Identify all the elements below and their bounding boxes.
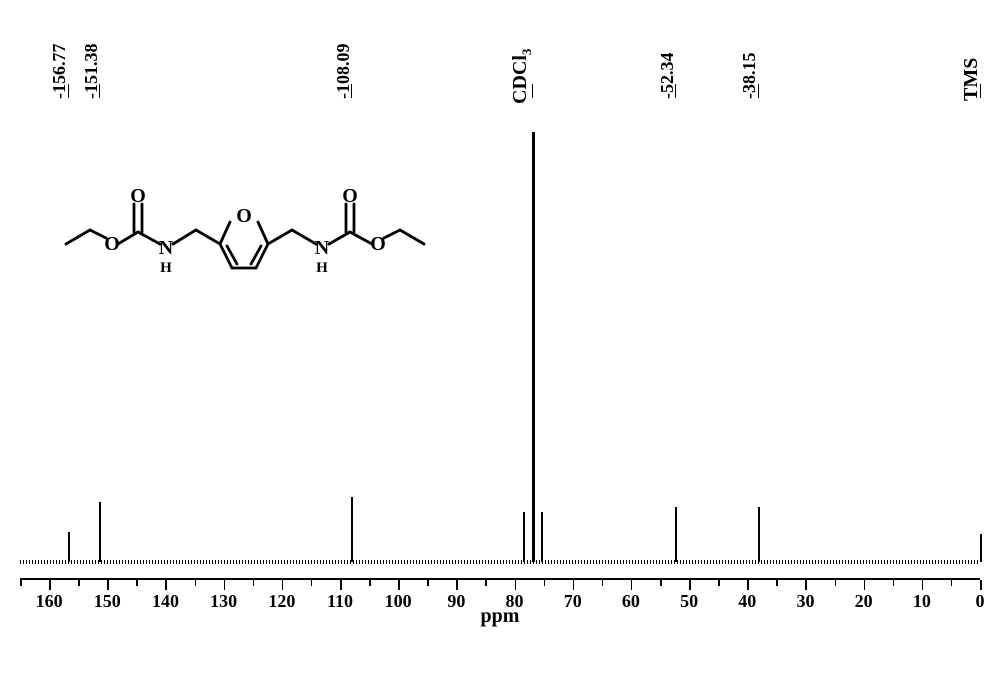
x-axis-tick [107,580,109,590]
baseline-noise [20,560,980,564]
x-axis-tick [78,580,80,586]
peak-label-tick [980,84,981,98]
x-axis-tick [20,580,22,586]
x-axis-tick [602,580,604,586]
peak-label: -38.15 [739,53,760,100]
x-axis-tick [747,580,749,590]
x-axis-tick [427,580,429,586]
solvent-label-text: CDCl [509,55,531,104]
atom-O: O [104,233,120,255]
x-axis-tick [340,580,342,590]
x-axis-tick [951,580,953,586]
x-axis-tick [253,580,255,586]
spectrum-peak [99,502,101,562]
spectrum-peak-solvent [532,132,535,562]
x-axis-tick [864,580,866,590]
x-axis-tick [835,580,837,586]
x-axis-tick-label: 50 [680,591,698,612]
x-axis-tick-label: 110 [327,591,353,612]
atom-O: O [130,185,146,207]
x-axis-tick [893,580,895,586]
atom-H: H [160,260,172,276]
x-axis-tick [980,580,982,590]
x-axis-tick-label: 150 [94,591,121,612]
x-axis-tick [398,580,400,590]
x-axis-tick-label: 130 [210,591,237,612]
x-axis-tick-label: 100 [385,591,412,612]
spectrum-peak [523,512,525,562]
x-axis-tick [922,580,924,590]
x-axis-tick [165,580,167,590]
x-axis-tick [369,580,371,586]
peak-label-tick [68,84,69,98]
spectrum-peak [351,497,353,562]
structure-svg: O O N H O N H O O [60,160,440,330]
x-axis-tick-label: 0 [976,591,985,612]
x-axis-tick [544,580,546,586]
peak-label-tick [99,84,100,98]
x-axis-tick [631,580,633,590]
peak-label-tick [532,84,533,98]
x-axis-tick-label: 30 [796,591,814,612]
x-axis-tick [311,580,313,586]
x-axis-tick [689,580,691,590]
peak-label-tick [351,84,352,98]
x-axis-label: ppm [481,605,520,628]
x-axis-tick [136,580,138,586]
x-axis-tick-label: 10 [913,591,931,612]
x-axis-tick [660,580,662,586]
atom-O: O [370,233,386,255]
x-axis-tick [573,580,575,590]
atom-N: N [159,237,174,259]
x-axis-tick-label: 120 [268,591,295,612]
x-axis-tick-label: 40 [738,591,756,612]
peak-label: -156.77 [49,44,70,100]
atom-N: N [315,237,330,259]
x-axis-tick [282,580,284,590]
spectrum-peak [675,507,677,562]
peak-label-tick [675,84,676,98]
x-axis-tick [515,580,517,590]
solvent-label-sub: 3 [519,49,534,56]
x-axis-tick [485,580,487,586]
x-axis-tick [776,580,778,586]
x-axis-tick [195,580,197,586]
spectrum-peak [758,507,760,562]
x-axis-tick-label: 140 [152,591,179,612]
x-axis-tick-label: 60 [622,591,640,612]
spectrum-peak [980,534,982,562]
spectrum-peak [541,512,543,562]
x-axis-tick [805,580,807,590]
x-axis-tick-label: 70 [564,591,582,612]
x-axis-tick [718,580,720,586]
atom-H: H [316,260,328,276]
x-axis-tick [49,580,51,590]
x-axis-tick [456,580,458,590]
atom-O: O [236,205,252,227]
peak-label-tick [758,84,759,98]
x-axis-tick-label: 20 [855,591,873,612]
chemical-structure: O O N H O N H O O [60,160,440,320]
x-axis-tick [224,580,226,590]
atom-O: O [342,185,358,207]
figure-container: -156.77 -151.38 -108.09 CDCl3 -52.34 -38… [0,0,1000,696]
spectrum-peak [68,532,70,562]
x-axis-tick-label: 90 [447,591,465,612]
x-axis-tick-label: 160 [36,591,63,612]
